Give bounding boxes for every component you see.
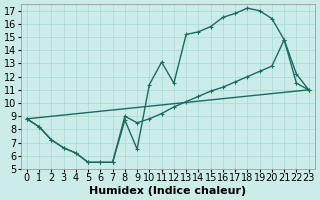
X-axis label: Humidex (Indice chaleur): Humidex (Indice chaleur) [89, 186, 246, 196]
